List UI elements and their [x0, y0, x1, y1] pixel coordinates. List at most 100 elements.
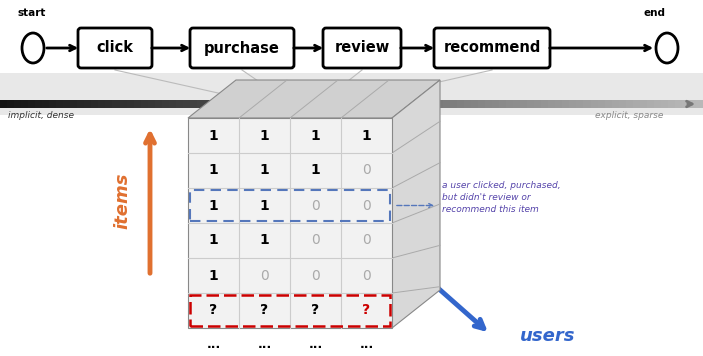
Bar [190, 100, 198, 108]
Bar [288, 100, 296, 108]
FancyBboxPatch shape [434, 28, 550, 68]
Bar [471, 100, 479, 108]
Text: implicit, dense: implicit, dense [8, 111, 74, 120]
Bar [555, 100, 563, 108]
Text: 1: 1 [209, 129, 219, 142]
Bar [0, 100, 8, 108]
Text: 1: 1 [259, 163, 269, 178]
Bar [689, 100, 697, 108]
Bar [91, 100, 99, 108]
Bar [548, 100, 556, 108]
Bar [380, 100, 387, 108]
Bar [267, 100, 275, 108]
Polygon shape [188, 80, 440, 118]
Bar [105, 100, 113, 108]
Bar [429, 100, 437, 108]
Bar [675, 100, 683, 108]
Bar [211, 100, 219, 108]
Bar [260, 100, 268, 108]
Bar [281, 100, 289, 108]
Bar [98, 100, 106, 108]
Bar [344, 100, 352, 108]
Bar [612, 100, 619, 108]
Bar [576, 100, 584, 108]
Bar [337, 100, 345, 108]
Bar [527, 100, 535, 108]
Bar [70, 100, 78, 108]
Bar [661, 100, 669, 108]
Bar [63, 100, 71, 108]
FancyBboxPatch shape [323, 28, 401, 68]
Text: review: review [335, 41, 389, 56]
Bar [141, 100, 148, 108]
Text: 0: 0 [362, 163, 371, 178]
Bar [394, 100, 401, 108]
Polygon shape [188, 118, 392, 328]
FancyBboxPatch shape [190, 28, 294, 68]
Text: ...: ... [257, 337, 271, 351]
Bar [359, 100, 366, 108]
Bar [506, 100, 514, 108]
Bar [204, 100, 212, 108]
Bar [35, 100, 43, 108]
Bar [450, 100, 458, 108]
FancyBboxPatch shape [78, 28, 152, 68]
Bar [499, 100, 507, 108]
Bar [619, 100, 626, 108]
Text: users: users [520, 327, 576, 345]
Bar [415, 100, 423, 108]
Text: ?: ? [311, 304, 320, 318]
Text: 1: 1 [361, 129, 371, 142]
Bar [316, 100, 324, 108]
Bar [633, 100, 640, 108]
Bar [654, 100, 662, 108]
Bar [422, 100, 430, 108]
Text: a user clicked, purchased,
but didn't review or
recommend this item: a user clicked, purchased, but didn't re… [442, 181, 560, 214]
Bar [520, 100, 528, 108]
Bar [295, 100, 303, 108]
Bar [591, 100, 598, 108]
Text: 1: 1 [311, 129, 321, 142]
Text: 0: 0 [260, 268, 269, 283]
Bar [513, 100, 521, 108]
Bar [134, 100, 141, 108]
Bar [408, 100, 415, 108]
Bar [309, 100, 317, 108]
Bar [436, 100, 444, 108]
Bar [77, 100, 85, 108]
Bar [197, 100, 205, 108]
Text: explicit, sparse: explicit, sparse [595, 111, 664, 120]
Text: 0: 0 [362, 199, 371, 213]
Bar [401, 100, 408, 108]
Text: 1: 1 [259, 129, 269, 142]
Text: ?: ? [260, 304, 269, 318]
Bar [464, 100, 472, 108]
Bar [352, 100, 359, 108]
Text: ...: ... [309, 337, 323, 351]
Bar [387, 100, 394, 108]
Bar [253, 100, 261, 108]
Text: 1: 1 [209, 163, 219, 178]
Bar [148, 100, 155, 108]
Text: 1: 1 [209, 234, 219, 247]
Text: 1: 1 [209, 199, 219, 213]
Bar [457, 100, 465, 108]
Bar [176, 100, 183, 108]
Text: ...: ... [207, 337, 221, 351]
Text: 1: 1 [311, 163, 321, 178]
Text: click: click [96, 41, 134, 56]
Bar [120, 100, 127, 108]
Bar [246, 100, 254, 108]
Text: 0: 0 [362, 234, 371, 247]
Bar [443, 100, 451, 108]
Bar [302, 100, 310, 108]
Text: ...: ... [359, 337, 373, 351]
Text: end: end [643, 8, 665, 18]
Text: ?: ? [209, 304, 217, 318]
Bar [42, 100, 50, 108]
Text: start: start [18, 8, 46, 18]
Bar [232, 100, 240, 108]
Bar [49, 100, 57, 108]
Bar [162, 100, 169, 108]
Bar [647, 100, 654, 108]
